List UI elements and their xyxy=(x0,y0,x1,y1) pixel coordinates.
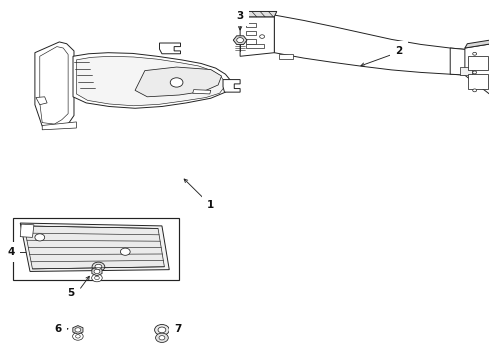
Circle shape xyxy=(121,248,130,255)
Circle shape xyxy=(473,89,477,92)
Circle shape xyxy=(170,78,183,87)
Polygon shape xyxy=(279,54,293,59)
Polygon shape xyxy=(193,90,211,94)
Text: 4: 4 xyxy=(8,247,15,257)
Polygon shape xyxy=(36,97,47,105)
Polygon shape xyxy=(460,67,472,75)
Polygon shape xyxy=(159,43,180,54)
Polygon shape xyxy=(470,45,490,95)
Polygon shape xyxy=(20,224,34,237)
Polygon shape xyxy=(450,48,470,75)
Polygon shape xyxy=(73,325,83,334)
Bar xyxy=(468,56,488,70)
Circle shape xyxy=(159,336,165,340)
Circle shape xyxy=(92,262,105,271)
Bar xyxy=(246,31,256,36)
Text: 6: 6 xyxy=(55,324,62,334)
Circle shape xyxy=(95,276,99,280)
Circle shape xyxy=(237,38,244,42)
Polygon shape xyxy=(240,17,274,56)
Circle shape xyxy=(260,35,265,39)
Bar xyxy=(246,23,256,27)
Polygon shape xyxy=(92,267,102,276)
Polygon shape xyxy=(76,56,226,106)
Text: 1: 1 xyxy=(207,200,215,210)
Circle shape xyxy=(155,324,169,335)
Polygon shape xyxy=(465,44,490,96)
Circle shape xyxy=(158,327,166,333)
Polygon shape xyxy=(40,46,68,124)
Polygon shape xyxy=(274,15,470,75)
Bar xyxy=(246,40,256,44)
Text: 7: 7 xyxy=(174,324,181,334)
Text: 3: 3 xyxy=(237,11,244,21)
Circle shape xyxy=(95,264,102,269)
Circle shape xyxy=(473,52,477,55)
Bar xyxy=(13,218,179,280)
Circle shape xyxy=(92,274,102,282)
Text: 2: 2 xyxy=(395,46,403,56)
Circle shape xyxy=(94,269,100,274)
Polygon shape xyxy=(35,42,74,128)
Polygon shape xyxy=(24,226,164,269)
Circle shape xyxy=(73,333,83,340)
Circle shape xyxy=(75,335,80,338)
Polygon shape xyxy=(465,40,490,48)
Text: 5: 5 xyxy=(67,288,74,298)
Bar xyxy=(246,44,264,48)
Circle shape xyxy=(473,71,477,74)
Polygon shape xyxy=(233,36,247,45)
Circle shape xyxy=(35,234,45,241)
Bar xyxy=(468,74,488,89)
Polygon shape xyxy=(20,223,169,271)
Circle shape xyxy=(156,333,168,342)
Polygon shape xyxy=(135,67,221,97)
Polygon shape xyxy=(73,53,233,108)
Polygon shape xyxy=(223,80,240,92)
Circle shape xyxy=(75,328,81,332)
Polygon shape xyxy=(240,12,277,17)
Polygon shape xyxy=(42,122,76,130)
